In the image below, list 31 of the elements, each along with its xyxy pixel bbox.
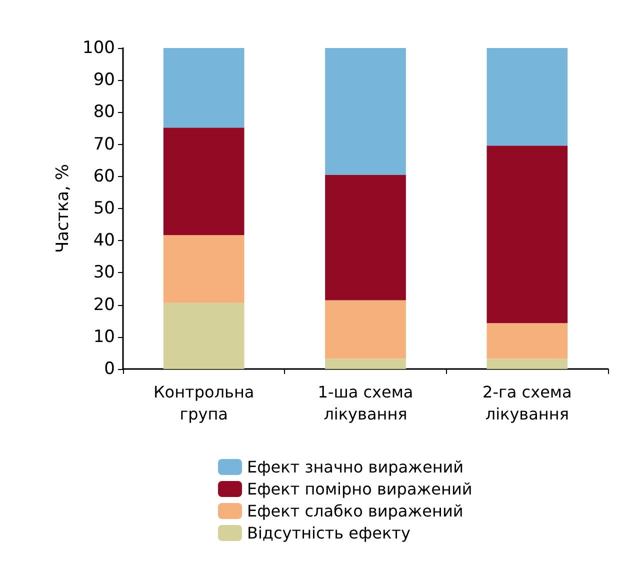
x-tick-label: 1-ша схема лікування bbox=[318, 382, 414, 424]
bar bbox=[163, 48, 244, 128]
y-tick-label: 60 bbox=[93, 166, 115, 186]
bar bbox=[486, 323, 568, 359]
bar bbox=[486, 48, 568, 146]
bar bbox=[163, 128, 244, 236]
x-tick-label: Контрольна група bbox=[153, 382, 254, 424]
legend-label: Ефект значно виражений bbox=[247, 458, 464, 476]
legend-label: Ефект помірно виражений bbox=[247, 480, 472, 498]
bar bbox=[325, 48, 406, 175]
bar bbox=[325, 358, 406, 369]
bar bbox=[486, 146, 568, 324]
y-tick-label: 80 bbox=[93, 102, 115, 122]
legend-label: Ефект слабко виражений bbox=[247, 502, 464, 520]
y-tick-label: 70 bbox=[93, 134, 115, 154]
y-tick-label: 0 bbox=[104, 359, 115, 379]
y-tick-label: 100 bbox=[82, 38, 115, 58]
y-tick-label: 90 bbox=[93, 70, 115, 90]
bar bbox=[325, 174, 406, 300]
legend-label: Відсутність ефекту bbox=[247, 524, 410, 542]
bar bbox=[163, 235, 244, 303]
y-tick-label: 20 bbox=[93, 294, 115, 315]
y-tick-label: 10 bbox=[93, 326, 115, 347]
y-tick-label: 40 bbox=[93, 230, 115, 251]
bar bbox=[486, 358, 568, 369]
bar bbox=[325, 300, 406, 359]
y-tick-label: 50 bbox=[93, 198, 115, 218]
x-tick-label: 2-га схема лікування bbox=[482, 382, 572, 424]
y-axis-title: Частка, % bbox=[53, 164, 74, 253]
bar bbox=[163, 302, 244, 369]
y-tick-label: 30 bbox=[93, 262, 115, 283]
